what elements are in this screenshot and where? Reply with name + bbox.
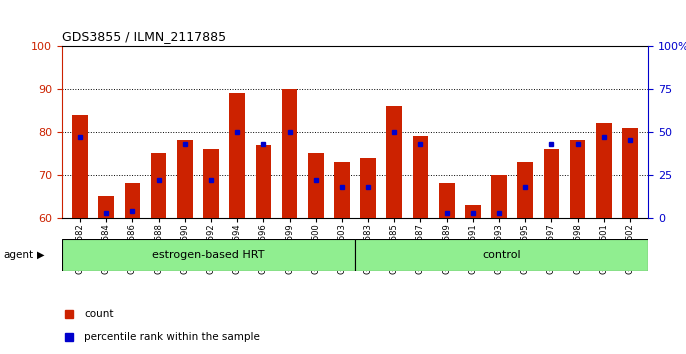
Bar [491, 175, 507, 354]
Bar [517, 162, 533, 354]
Bar [543, 149, 559, 354]
Text: count: count [84, 309, 113, 319]
Bar [360, 158, 376, 354]
Bar [203, 149, 219, 354]
Bar [229, 93, 245, 354]
Text: ▶: ▶ [37, 250, 45, 260]
Text: control: control [482, 250, 521, 260]
Bar [412, 136, 428, 354]
Bar [596, 123, 612, 354]
Bar [439, 183, 455, 354]
Bar [355, 239, 648, 271]
Bar [125, 183, 141, 354]
Bar [282, 89, 298, 354]
Bar [334, 162, 350, 354]
Bar [569, 141, 585, 354]
Text: GDS3855 / ILMN_2117885: GDS3855 / ILMN_2117885 [62, 30, 226, 44]
Bar [98, 196, 114, 354]
Bar [62, 239, 355, 271]
Bar [386, 106, 402, 354]
Bar [465, 205, 481, 354]
Bar [255, 145, 271, 354]
Bar [622, 127, 638, 354]
Bar [177, 141, 193, 354]
Bar [72, 115, 88, 354]
Text: agent: agent [3, 250, 34, 260]
Bar [151, 153, 167, 354]
Text: percentile rank within the sample: percentile rank within the sample [84, 332, 260, 342]
Bar [308, 153, 324, 354]
Text: estrogen-based HRT: estrogen-based HRT [152, 250, 265, 260]
